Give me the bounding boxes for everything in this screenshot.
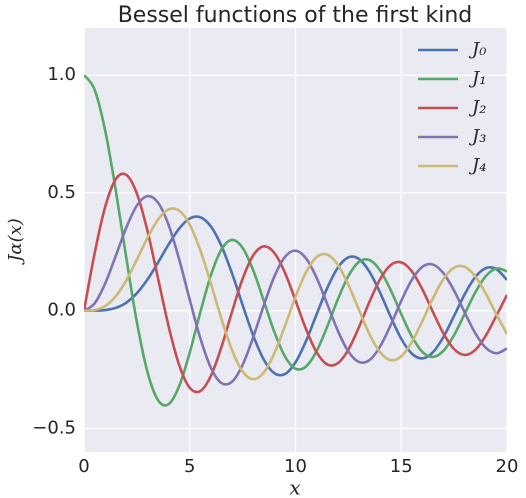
x-tick-label: 15: [390, 456, 413, 477]
legend-label: J₂: [468, 97, 486, 118]
y-tick-label: 1.0: [47, 64, 76, 85]
legend-label: J₃: [468, 126, 486, 147]
chart-title: Bessel functions of the first kind: [118, 3, 473, 28]
x-tick-label: 5: [184, 456, 195, 477]
legend-label: J₁: [468, 68, 486, 89]
legend-label: J₀: [468, 39, 486, 60]
lines: [84, 74, 507, 407]
series-line: [84, 207, 507, 381]
grid: [83, 28, 508, 452]
series-line: [84, 74, 507, 407]
y-tick-label: −0.5: [32, 417, 76, 438]
y-tick-label: 0.0: [47, 300, 76, 321]
legend-label: J₄: [468, 155, 486, 176]
series-line: [84, 172, 507, 394]
ticks: 0 5 10 15 20 −0.5 0.0 0.5 1.0: [32, 64, 518, 477]
x-tick-label: 20: [496, 456, 519, 477]
series-line: [84, 194, 507, 386]
y-tick-label: 0.5: [47, 182, 76, 203]
x-tick-label: 0: [78, 456, 89, 477]
legend: J₀ J₁ J₂ J₃ J₄: [418, 39, 486, 176]
x-tick-label: 10: [284, 456, 307, 477]
x-axis-label: x: [289, 476, 300, 498]
y-axis-label: Jα(x): [5, 218, 26, 266]
